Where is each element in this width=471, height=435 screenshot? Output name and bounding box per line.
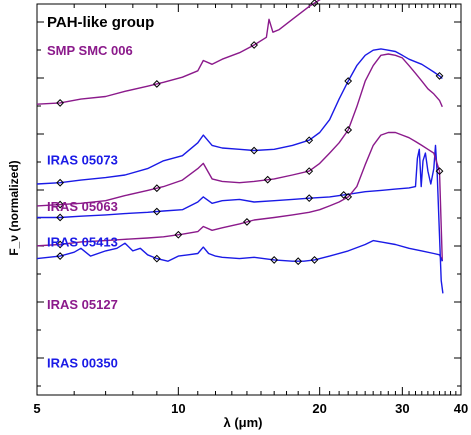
y-axis-label: F_ν (normalized): [7, 160, 21, 255]
series-label: IRAS 00350: [47, 356, 118, 371]
diamond-marker: [174, 230, 183, 239]
x-tick-label: 40: [454, 401, 468, 416]
diamond-marker: [339, 191, 348, 199]
diamond-marker: [305, 194, 314, 203]
diamond-marker: [243, 218, 251, 226]
diamond-marker: [344, 77, 353, 85]
x-axis-label: λ (μm): [223, 415, 262, 430]
label-group: SMP SMC 006 IRAS 05073 IRAS 05063 IRAS 0541…: [47, 43, 133, 371]
x-tick-label: 5: [33, 401, 40, 416]
series-line: [36, 48, 443, 185]
series-line: [36, 131, 443, 262]
diamond-marker: [152, 254, 161, 263]
diamond-marker: [344, 192, 353, 201]
diamond-marker: [56, 200, 65, 209]
diamond-marker: [152, 207, 161, 216]
diamond-marker: [435, 71, 444, 80]
diamond-marker: [435, 167, 444, 176]
x-tick-label: 10: [171, 401, 185, 416]
plot-frame: [36, 3, 462, 396]
diamond-marker: [152, 80, 161, 88]
marker-group: [56, 0, 444, 266]
diamond-marker: [56, 99, 65, 107]
diamond-marker: [294, 257, 303, 266]
series-label: IRAS 05063: [47, 199, 118, 214]
series-line: [36, 239, 443, 262]
series-label: IRAS 05127: [47, 297, 118, 312]
chart-title: PAH-like group: [47, 14, 154, 31]
tick-marks: [36, 4, 462, 395]
diamond-marker: [344, 126, 353, 134]
diamond-marker: [56, 252, 65, 260]
diamond-marker: [152, 184, 161, 193]
x-tick-label: 30: [395, 401, 409, 416]
diamond-marker: [250, 146, 259, 155]
diamond-marker: [56, 240, 65, 249]
diamond-marker: [310, 256, 319, 264]
series-line: [37, 144, 444, 294]
diamond-marker: [270, 256, 279, 264]
series-line: [36, 53, 443, 207]
series-label: IRAS 05073: [47, 152, 118, 167]
diamond-marker: [56, 178, 65, 187]
diamond-marker: [250, 41, 259, 49]
x-tick-labels: 5 10 20 30 40: [33, 401, 468, 416]
series-line: [36, 0, 321, 105]
series-label: SMP SMC 006: [47, 43, 133, 58]
diamond-marker: [56, 213, 65, 222]
series-label: IRAS 05413: [47, 234, 118, 249]
diamond-marker: [305, 167, 314, 176]
x-tick-label: 20: [312, 401, 326, 416]
diamond-marker: [310, 0, 319, 7]
diamond-marker: [305, 136, 314, 145]
diamond-marker: [263, 175, 272, 184]
